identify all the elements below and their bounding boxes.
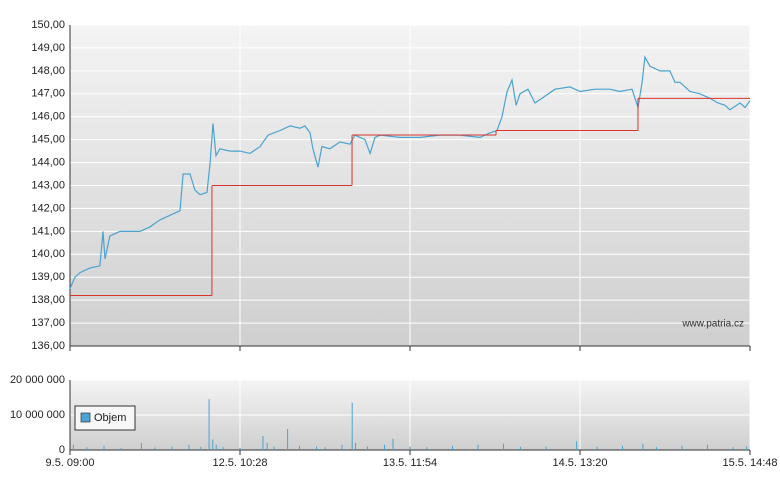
- volume-bar: [426, 447, 428, 450]
- volume-bar: [477, 444, 479, 450]
- volume-bar: [656, 447, 657, 450]
- volume-bar: [239, 447, 241, 450]
- y-tick-label: 145,00: [31, 134, 65, 146]
- volume-bar: [409, 446, 411, 450]
- volume-bar: [622, 445, 623, 450]
- volume-bar: [642, 443, 644, 450]
- y-tick-label: 142,00: [31, 202, 65, 214]
- volume-bar: [681, 445, 683, 450]
- y-tick-label: 138,00: [31, 294, 65, 306]
- watermark: www.patria.cz: [681, 319, 744, 330]
- x-tick-label: 14.5. 13:20: [552, 457, 607, 469]
- y-tick-label: 139,00: [31, 271, 65, 283]
- y-tick-label: 140,00: [31, 248, 65, 260]
- price-line: [69, 55, 751, 289]
- volume-bar: [273, 446, 275, 450]
- volume-bar: [367, 446, 368, 450]
- volume-bar: [140, 443, 142, 450]
- volume-bar: [262, 436, 264, 450]
- volume-bar: [576, 441, 578, 450]
- x-tick-label: 13.5. 11:54: [383, 457, 437, 469]
- x-tick-label: 15.5. 14:48: [722, 457, 777, 469]
- volume-bar: [212, 439, 214, 450]
- y-tick-label: 147,00: [31, 88, 65, 100]
- y-tick-label: 136,00: [31, 340, 65, 352]
- volume-bar: [215, 444, 217, 450]
- legend-label: Objem: [94, 412, 126, 424]
- volume-bar: [503, 443, 504, 450]
- volume-bar: [299, 445, 300, 450]
- volume-bar: [171, 446, 173, 450]
- volume-bar: [188, 444, 190, 450]
- volume-bar: [103, 445, 105, 450]
- volume-bar: [266, 443, 268, 450]
- y-tick-label: 20 000 000: [10, 374, 65, 386]
- volume-bar: [324, 447, 326, 450]
- y-tick-label: 137,00: [31, 317, 65, 329]
- volume-bar: [392, 438, 394, 450]
- volume-bar: [384, 444, 385, 450]
- volume-bar: [746, 446, 748, 450]
- x-tick-label: 9.5. 09:00: [46, 457, 95, 469]
- volume-bar: [351, 402, 353, 450]
- x-tick-label: 12.5. 10:28: [212, 457, 267, 469]
- volume-bar: [72, 444, 74, 450]
- legend-swatch: [80, 412, 91, 423]
- volume-bar: [596, 446, 598, 450]
- y-tick-label: 10 000 000: [10, 409, 65, 421]
- volume-bar: [208, 399, 210, 450]
- y-tick-label: 143,00: [31, 179, 65, 191]
- y-tick-label: 148,00: [31, 65, 65, 77]
- volume-bar: [154, 447, 156, 450]
- volume-bar: [222, 447, 224, 450]
- volume-bar: [452, 445, 453, 450]
- y-tick-label: 144,00: [31, 156, 65, 168]
- volume-bar: [545, 446, 547, 450]
- volume-bar: [200, 446, 202, 450]
- volume-bar: [316, 446, 317, 450]
- volume-bar: [732, 447, 734, 450]
- y-tick-label: 141,00: [31, 225, 65, 237]
- volume-bar: [707, 444, 708, 450]
- volume-bar: [287, 429, 289, 450]
- y-tick-label: 149,00: [31, 42, 65, 54]
- y-tick-label: 150,00: [31, 19, 65, 31]
- volume-bar: [86, 447, 88, 450]
- y-tick-label: 146,00: [31, 111, 65, 123]
- volume-bar: [355, 443, 357, 450]
- volume-bar: [341, 444, 343, 450]
- volume-bar: [520, 446, 521, 450]
- y-tick-label: 0: [59, 444, 65, 456]
- volume-bar: [120, 447, 122, 450]
